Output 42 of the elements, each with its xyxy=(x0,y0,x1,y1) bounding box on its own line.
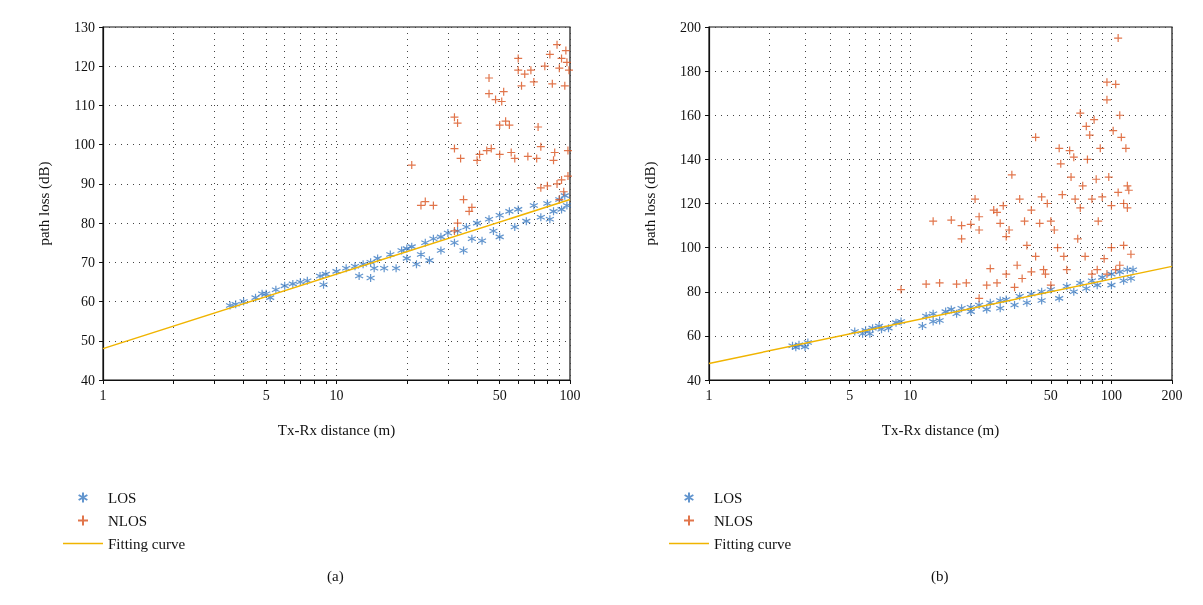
y-tick-label: 140 xyxy=(680,151,701,167)
legend-label: Fitting curve xyxy=(108,535,186,552)
x-tick-label: 1 xyxy=(99,387,107,403)
y-axis-title: path loss (dB) xyxy=(35,161,53,246)
y-tick-label: 120 xyxy=(680,196,701,211)
x-tick-label: 50 xyxy=(492,387,507,403)
y-tick-label: 110 xyxy=(74,97,95,113)
text: (b) xyxy=(931,567,949,585)
legend-label: LOS xyxy=(714,489,743,506)
x-tick-label: 200 xyxy=(1161,387,1183,403)
x-tick-label: 1 xyxy=(705,387,713,403)
y-tick-label: 60 xyxy=(81,294,95,310)
y-tick-label: 70 xyxy=(81,254,95,270)
x-tick-label: 100 xyxy=(1100,387,1122,403)
x-tick-label: 5 xyxy=(262,387,270,403)
legend-label: LOS xyxy=(108,489,137,506)
x-axis-title: Tx-Rx distance (m) xyxy=(881,421,1000,439)
y-tick-label: 100 xyxy=(74,137,95,153)
x-axis-title: Tx-Rx distance (m) xyxy=(277,421,396,439)
y-tick-label: 80 xyxy=(687,284,701,300)
y-tick-label: 100 xyxy=(680,240,701,256)
x-tick-label: 10 xyxy=(903,387,918,403)
x-tick-label: 10 xyxy=(329,387,344,403)
y-tick-label: 130 xyxy=(74,19,95,35)
y-axis-title: path loss (dB) xyxy=(641,161,659,246)
legend-label: Fitting curve xyxy=(714,535,792,552)
x-tick-label: 100 xyxy=(559,387,581,403)
y-tick-label: 160 xyxy=(680,107,701,123)
y-tick-label: 120 xyxy=(74,58,95,74)
y-tick-label: 200 xyxy=(680,19,701,35)
y-tick-label: 60 xyxy=(687,328,701,344)
legend-label: NLOS xyxy=(714,512,754,529)
y-tick-label: 40 xyxy=(81,372,95,388)
y-tick-label: 50 xyxy=(81,333,95,349)
legend-label: NLOS xyxy=(108,512,148,529)
y-tick-label: 180 xyxy=(680,63,701,79)
y-tick-label: 90 xyxy=(81,176,95,192)
x-tick-label: 50 xyxy=(1043,387,1058,403)
text: (a) xyxy=(327,567,344,585)
y-tick-label: 80 xyxy=(81,215,95,231)
y-tick-label: 40 xyxy=(687,372,701,388)
x-tick-label: 5 xyxy=(846,387,854,403)
